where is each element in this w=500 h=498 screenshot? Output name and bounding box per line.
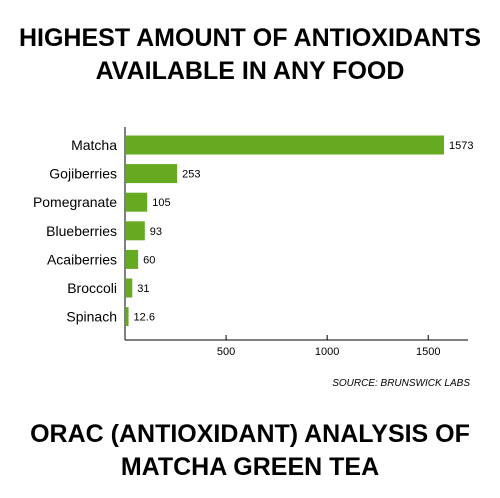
category-label-blueberries: Blueberries (46, 223, 117, 239)
category-label-broccoli: Broccoli (67, 280, 117, 296)
bar-blueberries (126, 221, 145, 241)
value-label-pomegranate: 105 (152, 197, 170, 209)
category-label-matcha: Matcha (71, 137, 117, 153)
headline-bottom-line-2: MATCHA GREEN TEA (120, 453, 380, 481)
category-label-spinach: Spinach (66, 309, 117, 325)
bar-pomegranate (126, 192, 148, 212)
bar-acaiberries (126, 249, 139, 269)
bar-spinach (126, 307, 129, 327)
value-label-broccoli: 31 (137, 283, 149, 295)
x-tick-label-1500: 1500 (416, 346, 440, 358)
headline-bottom: ORAC (ANTIOXIDANT) ANALYSIS OF MATCHA GR… (0, 418, 500, 484)
value-label-matcha: 1573 (449, 140, 473, 152)
x-tick-label-500: 500 (217, 346, 235, 358)
bar-gojiberries (126, 164, 178, 184)
category-label-acaiberries: Acaiberries (47, 251, 117, 267)
value-label-blueberries: 93 (150, 226, 162, 238)
value-label-spinach: 12.6 (134, 312, 155, 324)
bar-broccoli (126, 278, 133, 298)
x-tick-label-1000: 1000 (315, 346, 339, 358)
value-label-acaiberries: 60 (143, 254, 155, 266)
headline-bottom-line-1: ORAC (ANTIOXIDANT) ANALYSIS OF (30, 420, 470, 448)
headline-top: HIGHEST AMOUNT OF ANTIOXIDANTS AVAILABLE… (0, 22, 500, 88)
headline-top-line-1: HIGHEST AMOUNT OF ANTIOXIDANTS (18, 24, 482, 52)
bar-matcha (126, 135, 444, 155)
category-label-pomegranate: Pomegranate (33, 194, 117, 210)
headline-top-line-2: AVAILABLE IN ANY FOOD (95, 57, 405, 85)
category-label-gojiberries: Gojiberries (49, 166, 117, 182)
source-note: SOURCE: BRUNSWICK LABS (332, 378, 470, 389)
value-label-gojiberries: 253 (182, 169, 200, 181)
